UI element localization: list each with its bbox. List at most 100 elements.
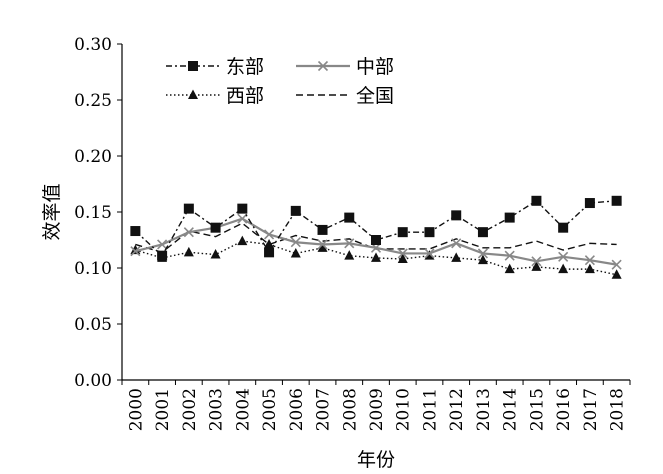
data-point <box>477 248 489 259</box>
data-point <box>584 255 595 266</box>
y-tick-label: 0.10 <box>74 259 112 279</box>
data-point <box>210 249 221 259</box>
data-point <box>317 239 328 250</box>
y-tick-label: 0.25 <box>74 91 112 111</box>
marker-stroke <box>317 60 329 72</box>
series-西部 <box>130 235 622 279</box>
marker-stroke <box>263 229 275 240</box>
data-point <box>531 256 542 267</box>
data-point <box>344 250 355 260</box>
data-point <box>183 246 194 257</box>
marker-stroke <box>290 237 301 248</box>
y-axis-title: 效率值 <box>41 183 63 240</box>
x-axis-title: 年份 <box>357 449 395 471</box>
marker-stroke <box>344 238 355 249</box>
data-point <box>397 253 408 264</box>
y-tick-label: 0.05 <box>74 315 112 335</box>
series-layer <box>130 195 622 279</box>
x-tick-label: 2006 <box>287 388 307 431</box>
x-tick-label: 2016 <box>554 388 574 431</box>
data-point <box>424 227 435 238</box>
data-point <box>584 198 595 209</box>
legend-label: 西部 <box>226 85 264 107</box>
marker-stroke <box>504 250 515 261</box>
marker-stroke <box>451 238 462 249</box>
x-tick-label: 2007 <box>314 388 334 431</box>
legend-label: 中部 <box>356 56 394 78</box>
data-point <box>504 250 515 261</box>
data-point <box>264 238 275 249</box>
x-tick-label: 2011 <box>420 388 440 431</box>
data-point <box>451 210 462 221</box>
data-point <box>210 222 221 233</box>
x-tick-label: 2014 <box>501 388 521 431</box>
data-point <box>451 238 462 249</box>
data-point <box>317 224 328 235</box>
marker-stroke <box>584 255 595 266</box>
data-point <box>264 247 275 258</box>
data-point <box>290 237 301 248</box>
data-point <box>397 248 408 259</box>
marker-stroke <box>397 248 408 259</box>
legend-label: 东部 <box>226 56 264 78</box>
data-point <box>397 227 408 238</box>
data-point <box>157 250 168 261</box>
legend-item: 全国 <box>296 85 394 107</box>
marker-stroke <box>130 246 141 257</box>
marker-stroke <box>531 256 542 267</box>
data-point <box>290 247 301 258</box>
x-tick-label: 2000 <box>126 388 146 431</box>
legend-label: 全国 <box>356 85 394 107</box>
y-tick-label: 0.15 <box>74 203 112 223</box>
data-point <box>424 250 435 260</box>
data-point <box>504 212 515 223</box>
data-point <box>183 203 194 214</box>
data-point <box>344 212 355 223</box>
x-tick-label: 2003 <box>207 388 227 431</box>
x-tick-label: 2015 <box>527 388 547 431</box>
data-point <box>611 259 622 270</box>
data-point <box>584 263 595 274</box>
x-tick-label: 2013 <box>474 388 494 431</box>
data-point <box>531 195 542 206</box>
x-tick-label: 2017 <box>581 388 601 431</box>
data-point <box>477 254 488 265</box>
data-point <box>451 252 462 262</box>
y-tick-label: 0.00 <box>74 371 112 391</box>
data-point <box>237 235 248 246</box>
marker-stroke <box>558 251 569 262</box>
data-point <box>371 252 381 262</box>
marker-stroke <box>317 239 328 250</box>
data-point <box>531 261 542 271</box>
data-point <box>504 263 515 274</box>
y-tick-label: 0.30 <box>74 35 112 55</box>
data-point <box>130 246 141 257</box>
x-tick-label: 2002 <box>180 388 200 431</box>
legend-marker <box>317 60 329 72</box>
marker-stroke <box>237 213 248 224</box>
data-point <box>237 213 248 224</box>
x-tick-label: 2018 <box>608 388 628 431</box>
x-tick-label: 2004 <box>233 388 253 431</box>
data-point <box>290 205 301 216</box>
data-point <box>157 239 168 250</box>
marker-stroke <box>157 239 168 250</box>
legend-marker <box>188 89 198 99</box>
axes: 0.00 0.05 0.10 0.15 0.20 0.25 0.30 2000 2001 2002… <box>74 35 631 431</box>
legend-item: 西部 <box>166 85 264 107</box>
data-point <box>611 195 622 206</box>
marker-stroke <box>424 248 435 259</box>
x-tick-label: 2001 <box>153 388 173 431</box>
data-point <box>611 269 622 279</box>
data-point <box>558 222 569 233</box>
legend-item: 中部 <box>296 56 394 78</box>
x-tick-label: 2010 <box>394 388 414 431</box>
data-point <box>558 251 569 262</box>
marker-stroke <box>183 227 194 238</box>
legend-marker <box>188 61 198 71</box>
data-point <box>263 229 275 240</box>
marker-stroke <box>477 248 489 259</box>
series-东部 <box>130 195 622 261</box>
